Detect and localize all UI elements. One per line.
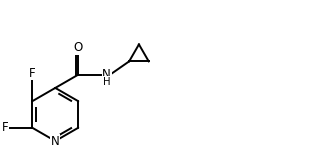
Text: F: F <box>29 66 36 79</box>
Text: F: F <box>2 121 8 134</box>
Text: H: H <box>103 76 110 87</box>
Text: N: N <box>51 135 60 148</box>
Text: O: O <box>74 41 83 54</box>
Text: N: N <box>102 68 111 81</box>
